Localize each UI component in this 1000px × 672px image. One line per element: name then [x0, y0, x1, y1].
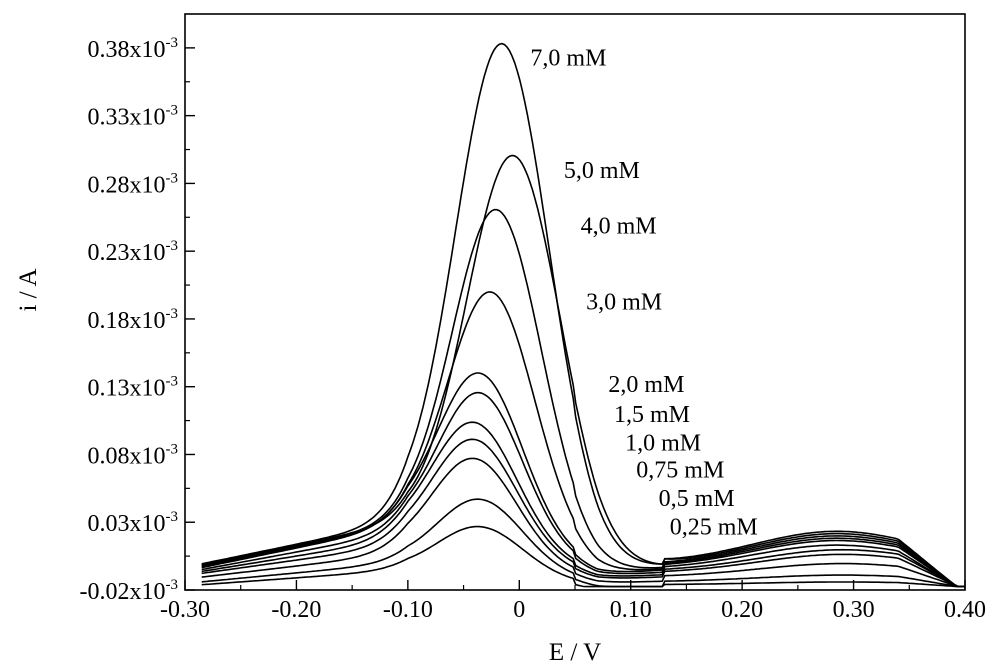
series-line-2-0-mm [201, 391, 965, 588]
series-annotation: 1,0 mM [625, 430, 701, 456]
y-tick-label: 0.13x10-3 [88, 374, 179, 402]
series-line-7-0-mm [201, 42, 965, 588]
x-tick-label: 0.40 [944, 597, 986, 623]
series-line-2-0-mm-b- [201, 372, 965, 588]
series-line-0-5-mm [201, 498, 965, 588]
series-annotation: 2,0 mM [608, 372, 684, 398]
y-tick-label: 0.33x10-3 [88, 103, 179, 131]
series-annotation: 5,0 mM [564, 158, 640, 184]
series-lines [201, 42, 965, 588]
series-line-1-5-mm [201, 421, 965, 588]
x-tick-label: 0.30 [833, 597, 875, 623]
x-axis-ticks: -0.30 -0.20 -0.10 0 0.10 0.20 0.30 0.40 [160, 580, 986, 623]
x-axis-label: E / V [549, 639, 601, 666]
y-tick-label: 0.08x10-3 [88, 441, 179, 469]
series-annotation: 1,5 mM [614, 402, 690, 428]
series-line-0-25-mm [201, 525, 965, 588]
y-tick-label: 0.18x10-3 [88, 306, 179, 334]
x-tick-label: 0.10 [610, 597, 652, 623]
series-annotation: 7,0 mM [530, 46, 606, 72]
series-annotation: 4,0 mM [581, 214, 657, 240]
y-tick-label: 0.38x10-3 [88, 35, 179, 63]
series-annotation: 0,75 mM [636, 458, 724, 484]
x-tick-label: 0.20 [721, 597, 763, 623]
series-line-1-0-mm [201, 438, 965, 588]
x-tick-label: -0.10 [383, 597, 433, 623]
y-axis-label: i / A [15, 268, 42, 311]
series-annotation: 0,25 mM [670, 514, 758, 540]
plot-frame [184, 13, 966, 591]
series-line-0-75-mm [201, 457, 965, 588]
y-tick-label: 0.28x10-3 [88, 170, 179, 198]
x-tick-label: -0.20 [271, 597, 321, 623]
series-annotations: 7,0 mM 5,0 mM 4,0 mM 3,0 mM 2,0 mM 1,5 mM1,0 … [530, 46, 757, 541]
series-line-4-0-mm [201, 208, 965, 588]
series-annotation: 0,5 mM [659, 486, 735, 512]
series-annotation: 3,0 mM [586, 289, 662, 315]
y-tick-label: 0.03x10-3 [88, 509, 179, 537]
series-line-5-0-mm [201, 154, 965, 588]
series-line-3-0-mm [201, 291, 965, 588]
y-axis-ticks: -0.02x10-3 0.03x10-3 0.08x10-3 0.13x10-3 0.1… [80, 35, 195, 605]
x-tick-label: -0.30 [160, 597, 210, 623]
y-tick-label: -0.02x10-3 [80, 577, 179, 605]
x-tick-label: 0 [513, 597, 525, 623]
y-tick-label: 0.23x10-3 [88, 238, 179, 266]
